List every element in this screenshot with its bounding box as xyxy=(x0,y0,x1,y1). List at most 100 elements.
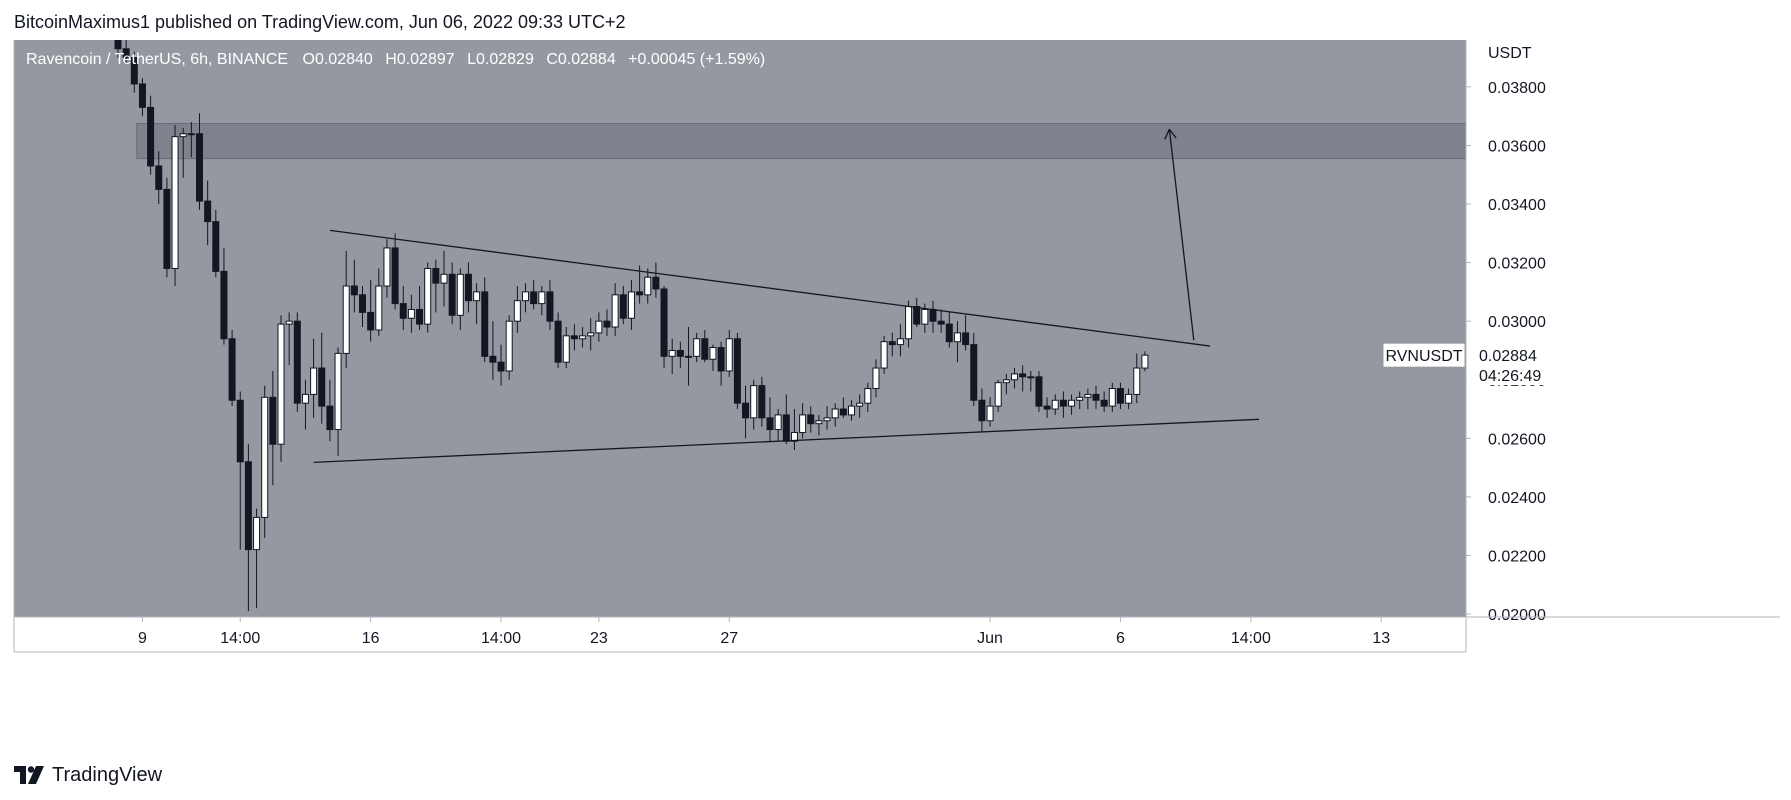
candle-body xyxy=(693,338,701,357)
candle xyxy=(277,315,285,462)
candle-body xyxy=(1076,396,1084,401)
close-value: 0.02884 xyxy=(558,51,616,68)
candle xyxy=(228,329,236,407)
candle xyxy=(179,127,187,178)
candle xyxy=(945,312,953,348)
candle xyxy=(733,332,741,410)
price-tags: RVNUSDT 0.02884 04:26:49 xyxy=(1382,342,1549,386)
candle-body xyxy=(522,291,529,302)
candle xyxy=(758,376,766,427)
candle xyxy=(815,414,823,436)
candle-body xyxy=(782,414,790,442)
ticker-label: RVNUSDT xyxy=(1385,348,1462,365)
candle xyxy=(872,359,880,398)
candle-body xyxy=(464,273,472,302)
candle xyxy=(481,277,489,363)
time-axis[interactable]: 9 14:00 16 14:00 23 27 Jun 6 14:00 13 xyxy=(138,617,1390,647)
candle xyxy=(269,370,277,486)
tradingview-logo-icon xyxy=(14,766,44,784)
target-arrow-head xyxy=(1164,129,1170,140)
candle-body xyxy=(905,306,913,340)
candle-body xyxy=(114,40,122,50)
candle xyxy=(595,312,603,342)
candle xyxy=(570,324,578,351)
candle-body xyxy=(236,399,244,463)
candle xyxy=(416,286,424,330)
candle-body xyxy=(856,402,864,407)
footer-brand[interactable]: TradingView xyxy=(14,760,162,790)
candle xyxy=(807,406,815,433)
candle-body xyxy=(848,405,855,416)
candle-body xyxy=(1125,393,1133,404)
candle xyxy=(644,268,652,304)
candle-body xyxy=(163,188,171,269)
candle xyxy=(880,335,888,374)
candle xyxy=(579,327,587,348)
candle xyxy=(1043,397,1051,418)
candle-body xyxy=(244,461,252,551)
candle-body xyxy=(644,276,652,296)
candle xyxy=(1027,370,1035,392)
candle xyxy=(668,338,676,374)
symbol-name: Ravencoin / TetherUS, 6h, BINANCE xyxy=(26,51,288,68)
candle-body xyxy=(953,332,961,343)
candle xyxy=(334,347,342,456)
candle xyxy=(342,250,350,369)
candle-body xyxy=(660,288,668,357)
candle xyxy=(1076,391,1084,410)
candle-body xyxy=(823,417,831,422)
chart-container[interactable]: 0.03800 0.03600 0.03400 0.03200 0.03000 0.028… xyxy=(0,40,1791,748)
candle-body xyxy=(530,291,538,305)
candle-body xyxy=(986,405,994,422)
candle xyxy=(383,239,391,298)
y-tick-label: 0.02600 xyxy=(1488,431,1546,448)
resistance-zone xyxy=(136,122,1467,160)
candle-body xyxy=(962,332,970,346)
candle xyxy=(293,312,301,412)
candle xyxy=(407,294,415,333)
candle xyxy=(301,379,309,430)
x-tick-label: 23 xyxy=(590,630,608,647)
candle xyxy=(318,332,326,424)
candle xyxy=(114,40,122,58)
candle-body xyxy=(130,57,138,85)
candle-body xyxy=(440,273,448,284)
candle-body xyxy=(994,382,1002,407)
candle xyxy=(864,382,872,412)
candle xyxy=(1100,391,1108,412)
candle xyxy=(693,332,701,363)
candle-body xyxy=(138,83,146,108)
candle xyxy=(652,262,660,298)
target-arrow xyxy=(1164,128,1195,341)
y-tick-label: 0.03400 xyxy=(1488,197,1546,214)
candle-body xyxy=(212,221,220,272)
candle xyxy=(204,180,212,246)
candle-body xyxy=(929,308,937,322)
candle xyxy=(505,315,513,380)
candle xyxy=(464,262,472,313)
candle xyxy=(285,312,293,366)
candle xyxy=(913,297,921,328)
candle xyxy=(497,344,505,386)
candle-body xyxy=(676,349,684,357)
candle xyxy=(953,321,961,363)
candle-body xyxy=(448,273,456,316)
candle-body xyxy=(725,338,733,372)
candle xyxy=(799,403,807,439)
x-tick-label: 6 xyxy=(1116,630,1125,647)
bar-countdown-label: 04:26:49 xyxy=(1479,368,1541,385)
candle xyxy=(1011,368,1018,389)
candle-body xyxy=(799,414,807,433)
candle xyxy=(1068,394,1076,415)
candle xyxy=(709,344,717,371)
candle-body xyxy=(318,367,326,407)
target-arrow-head xyxy=(1168,128,1177,139)
candle-body xyxy=(1100,399,1108,407)
candle-body xyxy=(668,349,676,357)
candle xyxy=(138,78,146,117)
footer-brand-name: TradingView xyxy=(52,763,163,786)
candlestick-chart[interactable]: 0.03800 0.03600 0.03400 0.03200 0.03000 0.028… xyxy=(0,40,1791,748)
candle xyxy=(937,309,945,333)
candle-body xyxy=(611,294,619,328)
candle-body xyxy=(228,338,236,401)
